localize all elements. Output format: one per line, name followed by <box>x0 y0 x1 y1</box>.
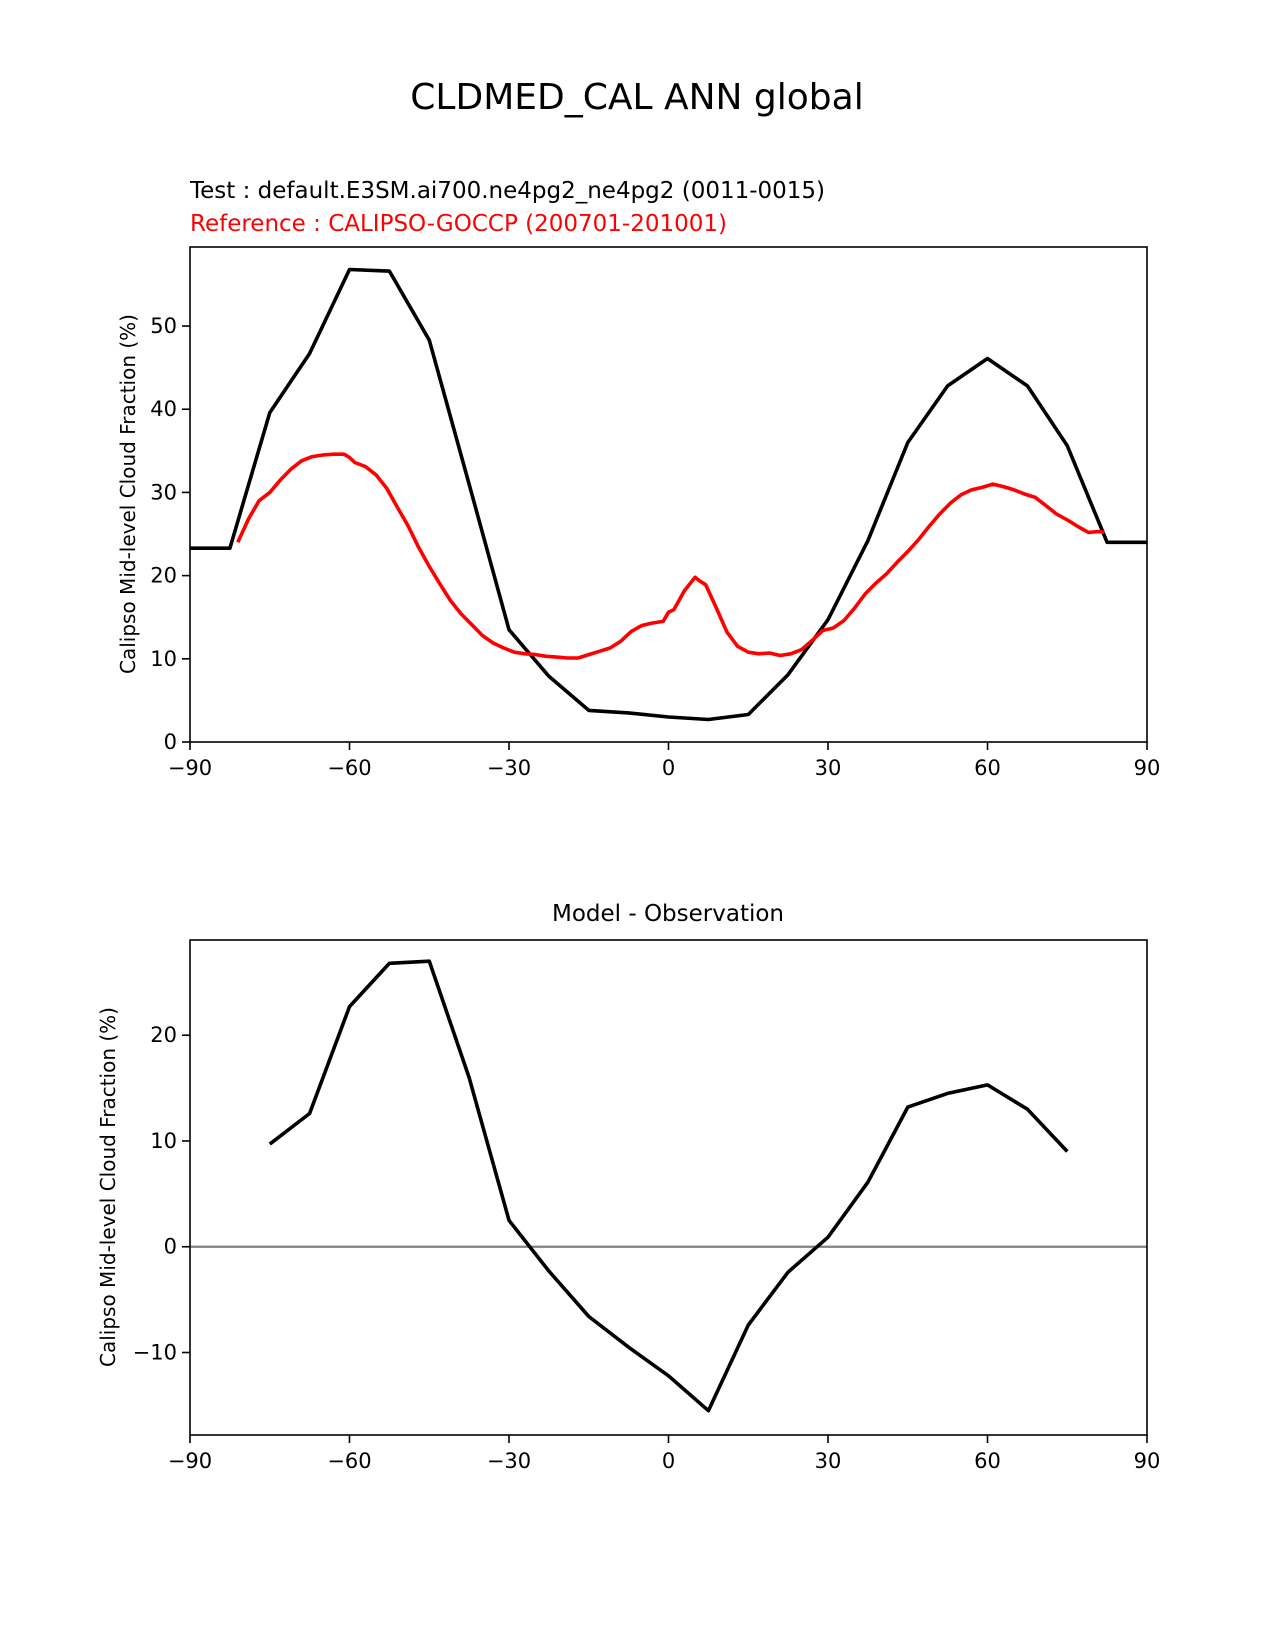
bottom-xtick-label: 0 <box>662 1449 675 1473</box>
top-xtick-label: −90 <box>168 756 212 780</box>
top-test-line <box>190 267 1147 722</box>
bottom-xtick-label: −90 <box>168 1449 212 1473</box>
bottom-difference-line <box>268 959 1069 1413</box>
top-plot-area: −90 −60 −30 0 30 60 90 0 10 20 30 40 50 <box>150 246 1161 780</box>
bottom-ytick-label: 10 <box>150 1129 177 1153</box>
bottom-ylabel: Calipso Mid-level Cloud Fraction (%) <box>96 1007 120 1367</box>
bottom-ytick-label: −10 <box>133 1341 177 1365</box>
top-ylabel: Calipso Mid-level Cloud Fraction (%) <box>116 314 140 674</box>
top-axes-frame <box>189 246 1148 743</box>
top-ytick-label: 50 <box>150 314 177 338</box>
top-ytick-label: 10 <box>150 647 177 671</box>
bottom-xtick-label: 90 <box>1134 1449 1161 1473</box>
top-ytick-label: 40 <box>150 397 177 421</box>
bottom-xtick-label: 60 <box>974 1449 1001 1473</box>
reference-subtitle: Reference : CALIPSO-GOCCP (200701-201001… <box>190 211 727 237</box>
panel-top: Test : default.E3SM.ai700.ne4pg2_ne4pg2 … <box>116 178 1160 780</box>
figure-suptitle: CLDMED_CAL ANN global <box>410 77 863 118</box>
top-xtick-label: 30 <box>815 756 842 780</box>
top-ytick-label: 30 <box>150 480 177 504</box>
bottom-ytick-label: 0 <box>164 1235 177 1259</box>
top-xtick-label: 60 <box>974 756 1001 780</box>
top-ytick-label: 0 <box>164 730 177 754</box>
bottom-xtick-label: 30 <box>815 1449 842 1473</box>
bottom-xtick-label: −60 <box>327 1449 371 1473</box>
top-xtick-label: 0 <box>662 756 675 780</box>
bottom-xtick-label: −30 <box>487 1449 531 1473</box>
top-ytick-label: 20 <box>150 564 177 588</box>
bottom-plot-area: −90 −60 −30 0 30 60 90 −10 0 10 20 <box>133 939 1161 1473</box>
top-xtick-label: 90 <box>1134 756 1161 780</box>
top-xtick-label: −60 <box>327 756 371 780</box>
bottom-ytick-label: 20 <box>150 1023 177 1047</box>
top-reference-line <box>236 452 1105 660</box>
bottom-axes-frame <box>189 939 1148 1436</box>
panel-bottom: Model - Observation Calipso Mid-level Cl… <box>96 901 1160 1473</box>
difference-title: Model - Observation <box>552 901 784 927</box>
top-xtick-label: −30 <box>487 756 531 780</box>
test-subtitle: Test : default.E3SM.ai700.ne4pg2_ne4pg2 … <box>189 178 825 204</box>
